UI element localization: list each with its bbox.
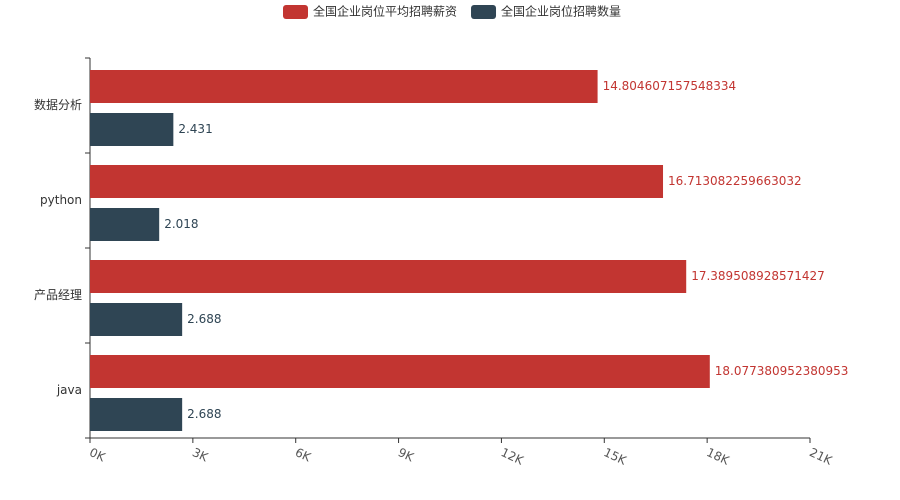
x-tick-label: 0K <box>87 445 108 465</box>
y-tick-label: 数据分析 <box>34 97 82 112</box>
legend-swatch[interactable] <box>471 5 497 19</box>
bar <box>90 398 183 431</box>
y-tick-label: 产品经理 <box>34 288 82 302</box>
x-tick-label: 9K <box>396 445 417 465</box>
bar <box>90 113 174 146</box>
x-tick-label: 6K <box>293 445 314 465</box>
bar <box>90 260 687 293</box>
data-label: 16.713082259663032 <box>668 174 802 188</box>
data-label: 2.431 <box>178 122 212 136</box>
legend-swatch[interactable] <box>283 5 308 19</box>
data-label: 18.077380952380953 <box>715 364 849 378</box>
data-label: 2.688 <box>187 312 221 326</box>
bar <box>90 208 160 241</box>
bar <box>90 355 710 388</box>
data-label: 2.018 <box>164 217 198 231</box>
data-label: 14.804607157548334 <box>603 79 737 93</box>
x-tick-label: 18K <box>704 445 732 468</box>
data-label: 2.688 <box>187 407 221 421</box>
x-tick-label: 12K <box>499 445 527 468</box>
legend-label[interactable]: 全国企业岗位招聘数量 <box>501 4 621 19</box>
x-tick-label: 3K <box>190 445 211 465</box>
data-label: 17.389508928571427 <box>691 269 825 283</box>
y-tick-label: python <box>40 193 82 207</box>
bar <box>90 70 598 103</box>
bar <box>90 165 664 198</box>
x-tick-label: 21K <box>807 445 835 468</box>
bar <box>90 303 183 336</box>
x-tick-label: 15K <box>602 445 630 468</box>
legend-label[interactable]: 全国企业岗位平均招聘薪资 <box>313 4 457 19</box>
y-tick-label: java <box>56 383 82 397</box>
